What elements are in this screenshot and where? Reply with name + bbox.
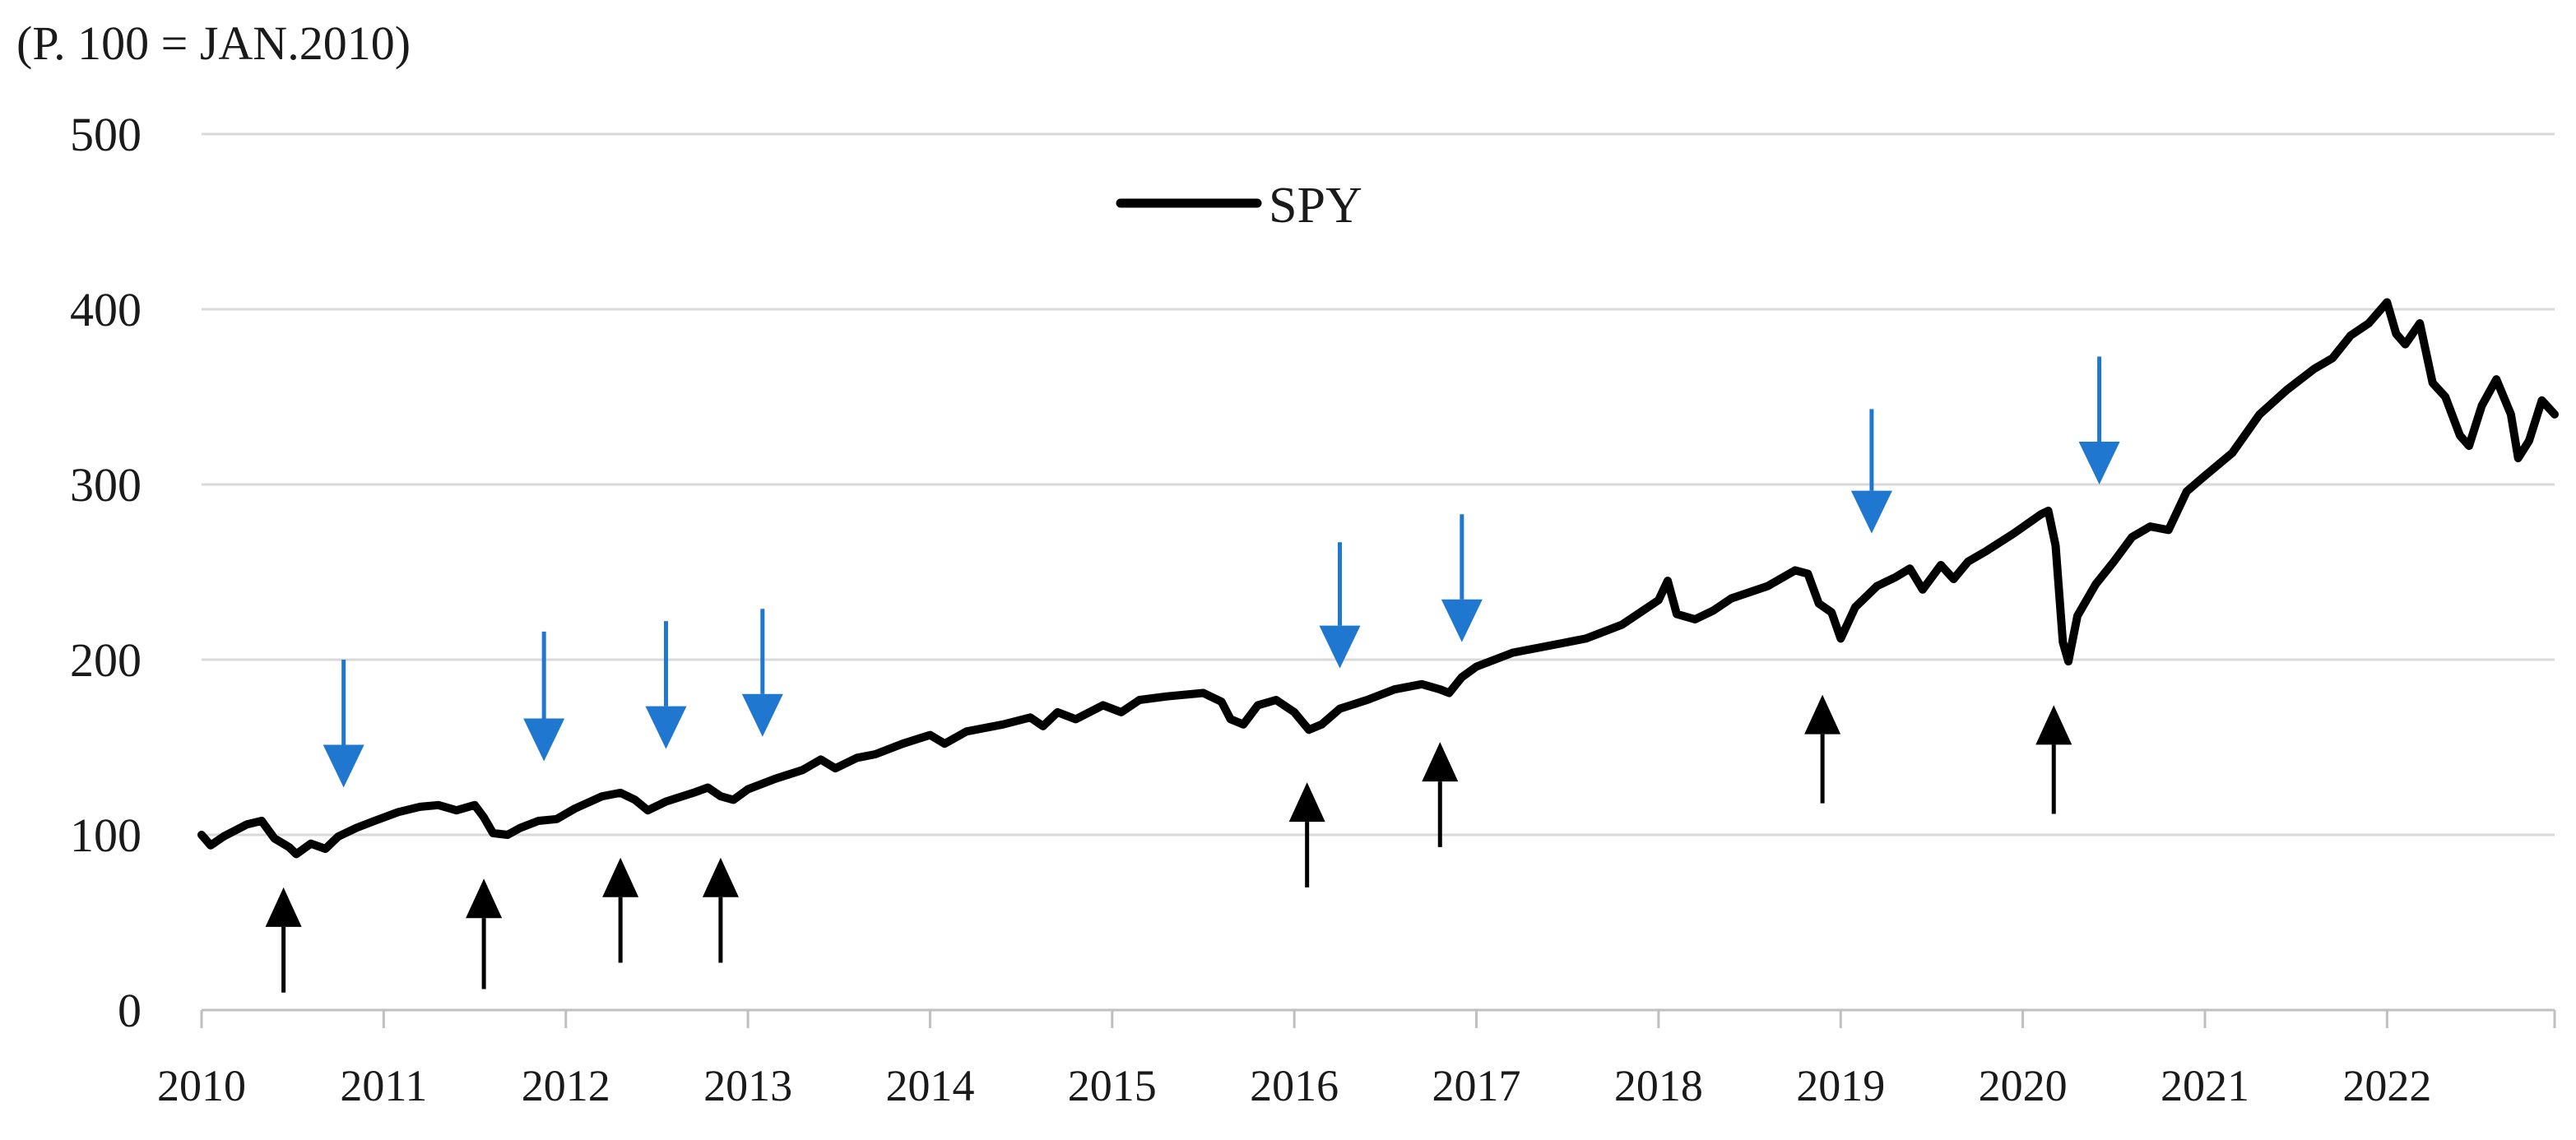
up-arrow-1 xyxy=(265,887,302,993)
legend: SPY xyxy=(1116,178,1362,234)
y-tick-label-400: 400 xyxy=(70,283,142,336)
x-tick-label-2013: 2013 xyxy=(703,1061,792,1110)
up-arrow-2 xyxy=(466,878,503,989)
up-arrow-5-head xyxy=(1288,782,1325,823)
x-tick-label-2019: 2019 xyxy=(1796,1061,1885,1110)
up-arrow-6 xyxy=(1422,742,1459,847)
up-arrow-2-head xyxy=(466,878,503,919)
up-arrow-4-head xyxy=(702,857,739,897)
up-arrow-1-head xyxy=(265,887,302,927)
x-tick-label-2022: 2022 xyxy=(2342,1061,2431,1110)
x-tick-label-2017: 2017 xyxy=(1432,1061,1521,1110)
down-arrow-7-head xyxy=(1850,490,1892,534)
down-arrow-2 xyxy=(523,631,565,762)
up-arrow-8-head xyxy=(2035,705,2072,745)
up-arrow-3-head xyxy=(602,857,639,897)
y-tick-label-100: 100 xyxy=(70,809,142,862)
down-arrow-2-head xyxy=(523,718,565,762)
x-tick-label-2010: 2010 xyxy=(157,1061,246,1110)
x-tick-label-2021: 2021 xyxy=(2161,1061,2249,1110)
series-line-spy xyxy=(197,298,2559,859)
up-arrow-6-head xyxy=(1422,742,1459,782)
down-arrow-8-head xyxy=(2078,442,2120,484)
y-tick-label-200: 200 xyxy=(70,633,142,687)
x-tick-label-2016: 2016 xyxy=(1250,1061,1339,1110)
x-tick-label-2012: 2012 xyxy=(522,1061,610,1110)
up-arrow-8 xyxy=(2035,705,2072,814)
gridlines xyxy=(202,132,2555,836)
series-layer xyxy=(197,298,2559,859)
up-arrow-4 xyxy=(702,857,739,963)
legend-label: SPY xyxy=(1269,178,1362,234)
down-arrow-7 xyxy=(1850,409,1892,534)
down-arrow-5-head xyxy=(1319,625,1361,669)
down-arrow-4 xyxy=(741,609,783,737)
x-tick-label-2015: 2015 xyxy=(1068,1061,1157,1110)
down-arrow-8 xyxy=(2078,356,2120,484)
down-arrow-6-head xyxy=(1441,599,1483,642)
up-arrow-7-head xyxy=(1804,694,1841,735)
y-tick-label-0: 0 xyxy=(118,984,142,1037)
down-arrow-1 xyxy=(323,660,364,788)
up-arrow-7 xyxy=(1804,694,1841,804)
down-arrow-3-head xyxy=(645,706,687,749)
x-tick-label-2014: 2014 xyxy=(885,1061,974,1110)
down-arrow-6 xyxy=(1441,514,1483,642)
annotation-arrows xyxy=(265,356,2120,993)
x-tick-label-2020: 2020 xyxy=(1979,1061,2068,1110)
up-arrow-5 xyxy=(1288,782,1325,887)
axes: 0 100 200 300 400 500 2010 2011 2012 2013 2014 2015… xyxy=(70,108,2556,1110)
down-arrow-4-head xyxy=(741,693,783,737)
x-tick-label-2011: 2011 xyxy=(340,1061,427,1110)
down-arrow-5 xyxy=(1319,542,1361,669)
down-arrow-3 xyxy=(645,621,687,749)
up-arrow-3 xyxy=(602,857,639,963)
x-tick-label-2018: 2018 xyxy=(1614,1061,1703,1110)
down-arrow-1-head xyxy=(323,744,364,788)
y-tick-label-300: 300 xyxy=(70,458,142,512)
unit-label: (P. 100 = JAN.2010) xyxy=(16,16,411,70)
y-tick-label-500: 500 xyxy=(70,108,142,161)
